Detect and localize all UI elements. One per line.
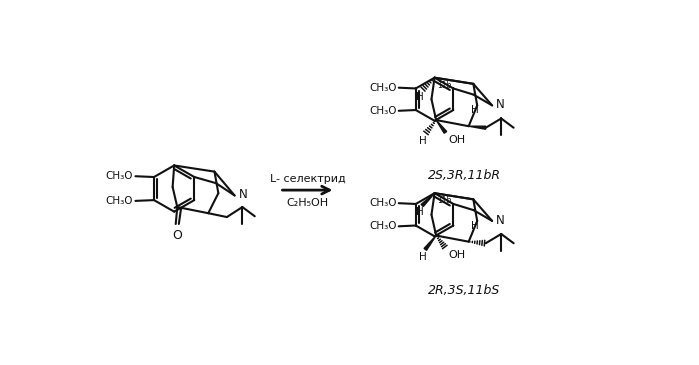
Text: H: H (471, 105, 479, 115)
Polygon shape (468, 126, 486, 129)
Text: CH₃O: CH₃O (106, 196, 133, 206)
Text: H: H (471, 221, 479, 231)
Text: H: H (416, 207, 424, 217)
Text: OH: OH (449, 250, 466, 260)
Text: CH₃O: CH₃O (369, 198, 396, 208)
Text: N: N (496, 214, 505, 227)
Text: 11b: 11b (437, 81, 452, 90)
Text: N: N (238, 188, 247, 201)
Text: N: N (496, 98, 505, 111)
Text: CH₃O: CH₃O (106, 171, 133, 181)
Text: 11b: 11b (437, 196, 452, 205)
Text: L- селектрид: L- селектрид (270, 174, 345, 184)
Polygon shape (436, 120, 447, 133)
Text: OH: OH (449, 135, 466, 145)
Polygon shape (424, 235, 436, 250)
Text: CH₃O: CH₃O (369, 83, 396, 93)
Text: C₂H₅OH: C₂H₅OH (287, 198, 329, 208)
Polygon shape (421, 193, 435, 207)
Text: CH₃O: CH₃O (369, 221, 396, 231)
Text: 2S,3R,11bR: 2S,3R,11bR (428, 169, 500, 181)
Text: O: O (173, 229, 182, 242)
Text: H: H (419, 252, 427, 262)
Text: 2R,3S,11bS: 2R,3S,11bS (428, 284, 500, 297)
Text: H: H (416, 92, 424, 101)
Text: H: H (419, 136, 427, 146)
Text: CH₃O: CH₃O (369, 106, 396, 116)
